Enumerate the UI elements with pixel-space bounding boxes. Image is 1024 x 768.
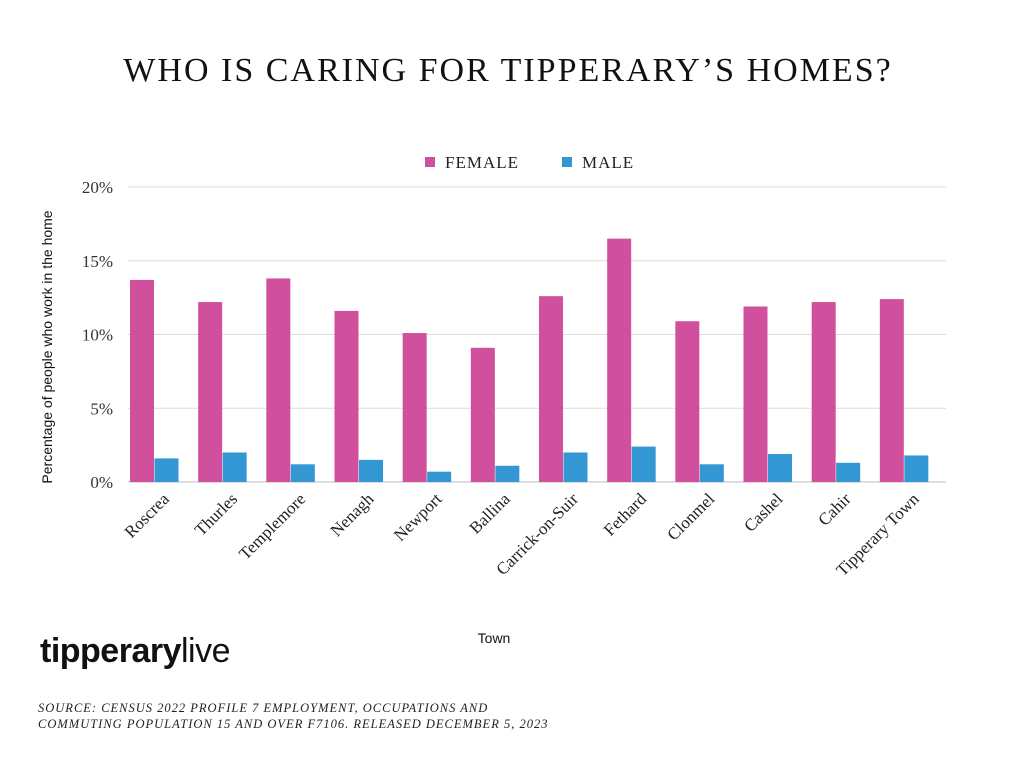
bar-female bbox=[811, 302, 836, 482]
x-axis-label: Town bbox=[478, 630, 511, 646]
source-line-2: COMMUTING POPULATION 15 AND OVER F7106. … bbox=[38, 717, 549, 731]
x-tick-label: Fethard bbox=[600, 489, 651, 540]
y-axis-ticks: 0% 5% 10% 15% 20% bbox=[82, 178, 113, 492]
legend-label-male: MALE bbox=[582, 153, 634, 172]
legend: FEMALE MALE bbox=[425, 153, 634, 172]
y-tick-label: 10% bbox=[82, 326, 113, 345]
bar-male bbox=[699, 464, 724, 482]
bar-female bbox=[198, 302, 223, 482]
gridlines bbox=[128, 186, 946, 483]
y-tick-label: 0% bbox=[90, 473, 113, 492]
bar-male bbox=[290, 464, 315, 482]
bar-male bbox=[768, 453, 792, 482]
bar-female bbox=[266, 278, 291, 482]
bar-male bbox=[631, 446, 656, 482]
bars bbox=[130, 238, 929, 482]
x-tick-label: Ballina bbox=[466, 489, 514, 537]
bar-female bbox=[539, 296, 563, 482]
bar-male bbox=[904, 455, 929, 482]
bar-female bbox=[607, 238, 632, 482]
logo-text-bold: tipperary bbox=[40, 632, 182, 670]
tipperarylive-logo: tipperarylive bbox=[40, 632, 231, 671]
bar-male bbox=[836, 462, 861, 482]
bar-male bbox=[359, 459, 383, 482]
legend-swatch-female bbox=[425, 157, 435, 167]
x-tick-label: Thurles bbox=[191, 489, 241, 539]
y-axis-label: Percentage of people who work in the hom… bbox=[39, 210, 55, 483]
bar-male bbox=[563, 452, 588, 482]
bar-female bbox=[743, 306, 768, 482]
bar-female bbox=[130, 279, 154, 482]
x-tick-label: Nenagh bbox=[327, 489, 378, 540]
bar-female bbox=[402, 333, 427, 482]
legend-swatch-male bbox=[562, 157, 572, 167]
bar-male bbox=[222, 452, 247, 482]
x-tick-label: Roscrea bbox=[121, 489, 173, 541]
x-tick-label: Clonmel bbox=[663, 489, 718, 544]
x-tick-label: Templemore bbox=[235, 489, 309, 563]
x-tick-label: Cashel bbox=[740, 489, 786, 535]
y-tick-label: 20% bbox=[82, 178, 113, 197]
x-tick-label: Cahir bbox=[814, 489, 854, 529]
bar-male bbox=[427, 471, 452, 482]
y-tick-label: 15% bbox=[82, 252, 113, 271]
bar-male bbox=[154, 458, 179, 482]
bar-female bbox=[675, 321, 700, 482]
bar-female bbox=[334, 310, 359, 482]
legend-label-female: FEMALE bbox=[445, 153, 519, 172]
x-tick-label: Newport bbox=[390, 489, 446, 545]
bar-female bbox=[879, 299, 904, 482]
chart-title: WHO IS CARING FOR TIPPERARY’S HOMES? bbox=[123, 52, 893, 89]
bar-female bbox=[470, 347, 495, 482]
source-line-1: SOURCE: CENSUS 2022 PROFILE 7 EMPLOYMENT… bbox=[38, 701, 489, 715]
logo-text-light: live bbox=[181, 632, 231, 670]
y-tick-label: 5% bbox=[90, 399, 113, 418]
bar-male bbox=[495, 465, 520, 482]
source-note: SOURCE: CENSUS 2022 PROFILE 7 EMPLOYMENT… bbox=[38, 700, 738, 732]
